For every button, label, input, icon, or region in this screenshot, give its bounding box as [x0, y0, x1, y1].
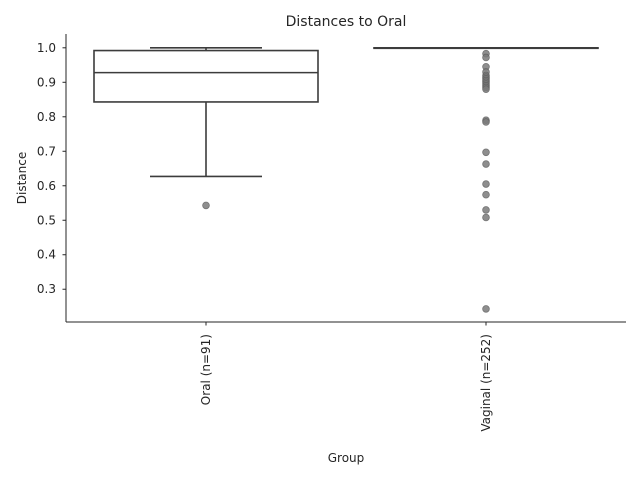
- y-tick-label: 0.6: [37, 179, 56, 193]
- y-axis: 0.3 0.4 0.5 0.6 0.7 0.8 0.9 1.0: [37, 41, 66, 296]
- outlier-point: [482, 118, 490, 126]
- x-axis-title: Group: [328, 451, 365, 465]
- x-tick-label: Oral (n=91): [199, 334, 213, 405]
- outlier-point: [482, 190, 490, 199]
- y-tick-label: 0.3: [37, 282, 56, 296]
- x-tick-label: Vaginal (n=252): [479, 334, 493, 432]
- outlier-point: [482, 213, 490, 222]
- outlier-point: [482, 85, 490, 93]
- y-tick-label: 0.8: [37, 110, 56, 124]
- chart-title: Distances to Oral: [286, 14, 407, 30]
- y-tick-label: 0.5: [37, 213, 56, 227]
- y-axis-title: Distance: [15, 152, 29, 204]
- outlier-point: [482, 160, 490, 168]
- plot-area: [93, 46, 599, 313]
- x-axis: Oral (n=91) Vaginal (n=252): [199, 322, 493, 432]
- y-tick-label: 0.7: [37, 144, 56, 158]
- box-group: [93, 46, 319, 210]
- outlier-point: [482, 305, 490, 313]
- iqr-box: [93, 49, 319, 103]
- outlier-point: [482, 206, 490, 214]
- box-group: [373, 46, 599, 313]
- y-tick-label: 1.0: [37, 41, 56, 55]
- y-tick-label: 0.4: [37, 248, 56, 262]
- y-tick-label: 0.9: [37, 75, 56, 89]
- outlier-point: [482, 53, 490, 62]
- outlier-point: [482, 180, 490, 188]
- outlier-point: [202, 201, 210, 210]
- outlier-point: [482, 148, 490, 157]
